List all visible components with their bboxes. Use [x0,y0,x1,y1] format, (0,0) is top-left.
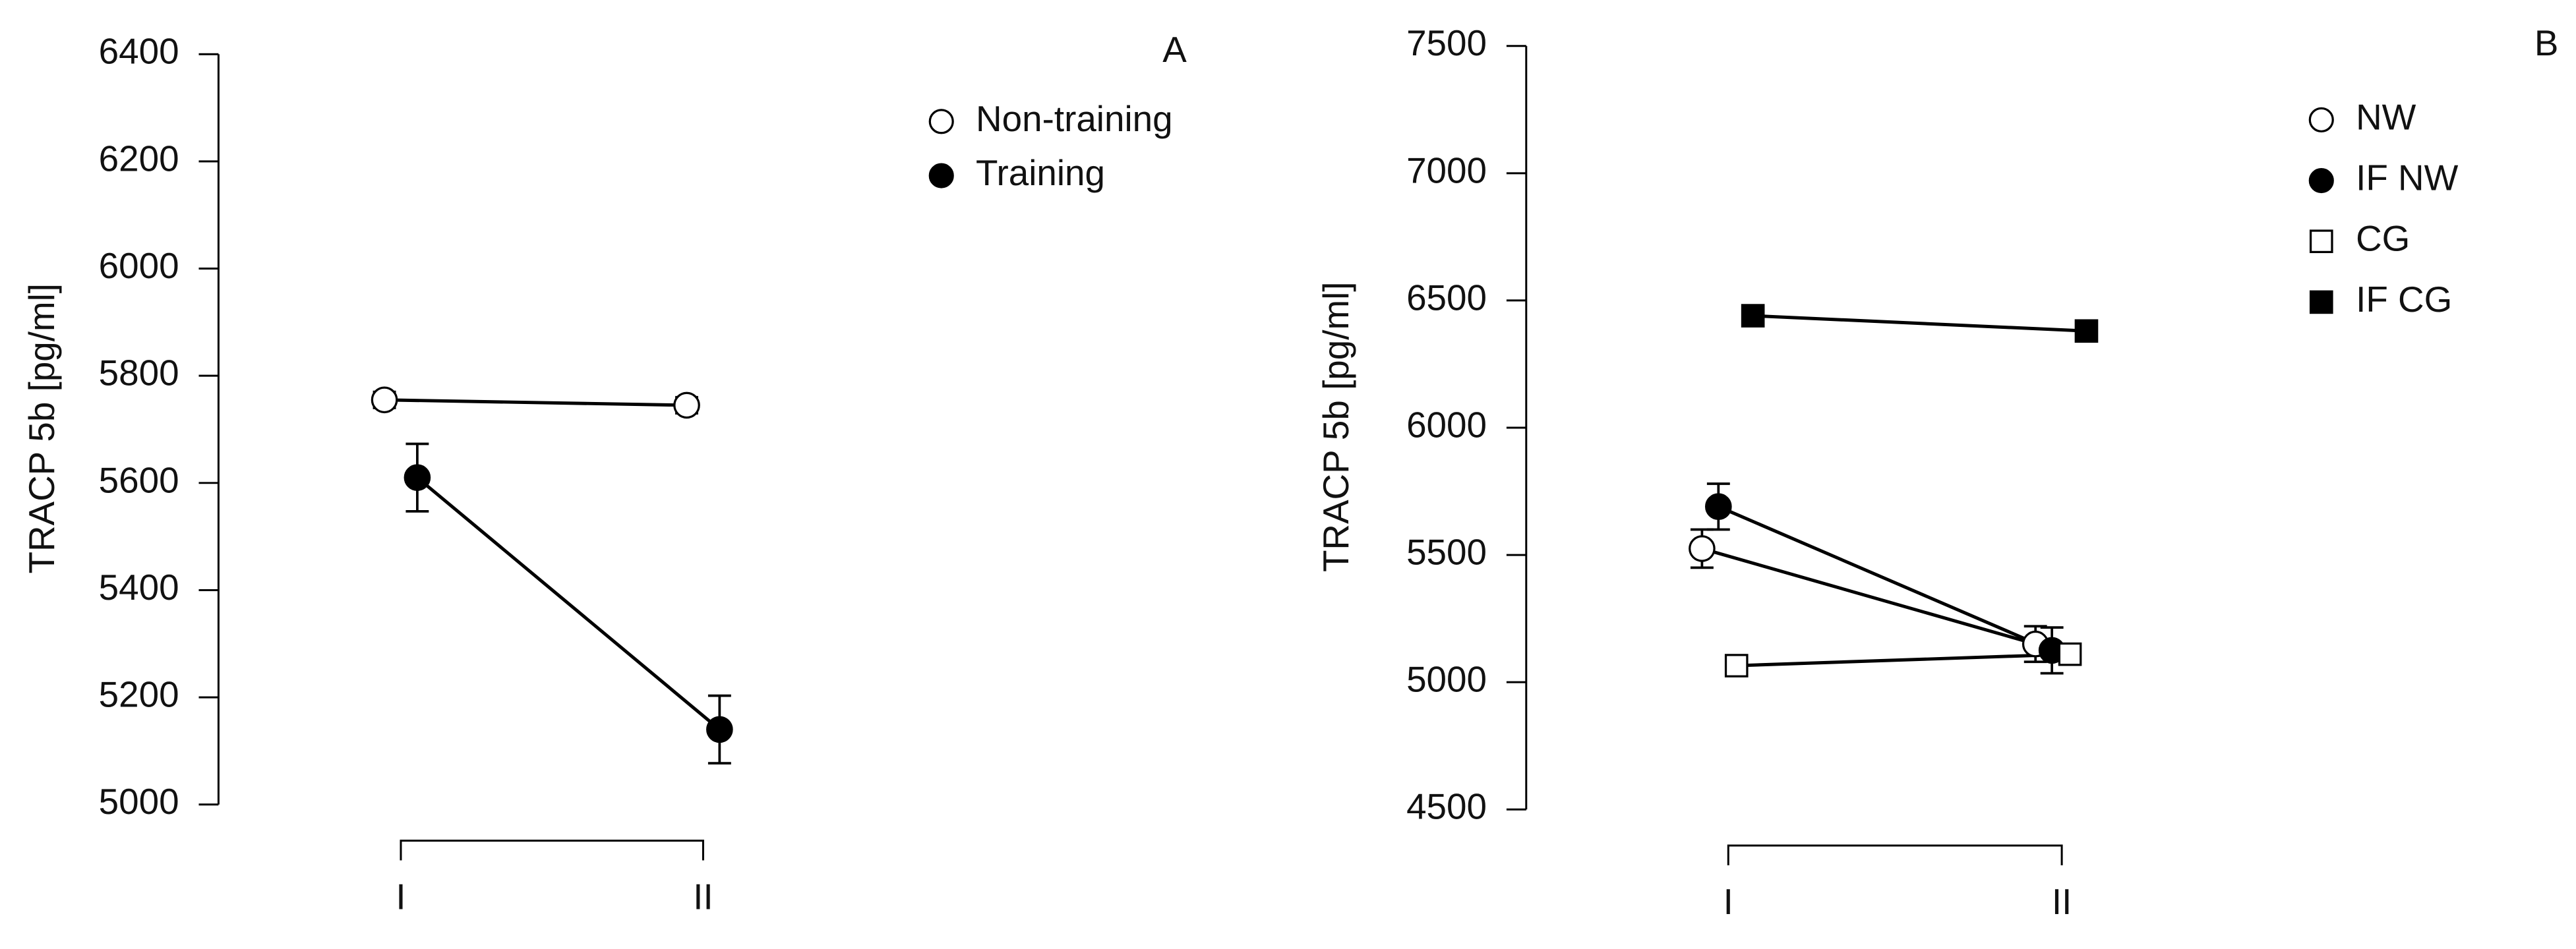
series-line [1701,547,2036,646]
category-bracket [400,840,704,861]
y-tick-label: 6400 [99,31,179,72]
data-point [2058,642,2082,666]
data-point [1724,654,1749,677]
y-tick-label: 7500 [1406,22,1487,63]
y-tick-label: 5200 [99,674,179,715]
data-point [404,464,431,491]
panel-label: B [2534,22,2559,63]
y-tick-label: 6200 [99,138,179,179]
series-line [1736,652,2070,668]
legend-marker [2309,229,2333,254]
series-line [1718,505,2053,652]
series-line [1752,314,2087,333]
legend-marker [2308,167,2334,194]
legend-marker [2308,107,2334,132]
legend-marker [928,109,954,134]
x-tick-label: I [1723,881,1733,922]
category-bracket [1727,844,2063,865]
legend-marker [928,163,954,188]
legend-label: NW [2356,96,2416,137]
legend-label: Training [976,152,1105,193]
y-tick-label: 4500 [1406,786,1487,827]
series-line [384,398,687,407]
legend-label: CG [2356,218,2410,259]
y-tick-label: 6000 [1406,404,1487,445]
data-point [706,716,733,743]
x-tick-label: I [396,877,405,917]
legend-label: IF NW [2356,158,2459,198]
y-axis-label: TRACP 5b [pg/ml] [21,283,62,574]
y-tick-label: 7000 [1406,150,1487,190]
y-tick-label: 5800 [99,353,179,393]
y-axis-label: TRACP 5b [pg/ml] [1315,281,1356,572]
data-point [2074,319,2099,343]
x-tick-label: II [693,877,713,917]
data-point [673,391,700,419]
y-tick-label: 6000 [99,245,179,286]
y-tick-label: 5500 [1406,532,1487,573]
data-point [1741,304,1765,328]
x-tick-label: II [2052,881,2072,922]
y-tick-label: 5600 [99,459,179,500]
legend-marker [2309,290,2333,314]
y-tick-label: 5400 [99,567,179,608]
legend-label: IF CG [2356,279,2452,320]
panel-label: A [1162,29,1187,70]
data-point [1705,493,1732,521]
y-tick-label: 5000 [1406,659,1487,700]
series-line [416,476,721,731]
legend-label: Non-training [976,98,1173,139]
y-tick-label: 5000 [99,781,179,822]
y-tick-label: 6500 [1406,277,1487,318]
data-point [371,386,398,414]
data-point [1689,535,1716,562]
